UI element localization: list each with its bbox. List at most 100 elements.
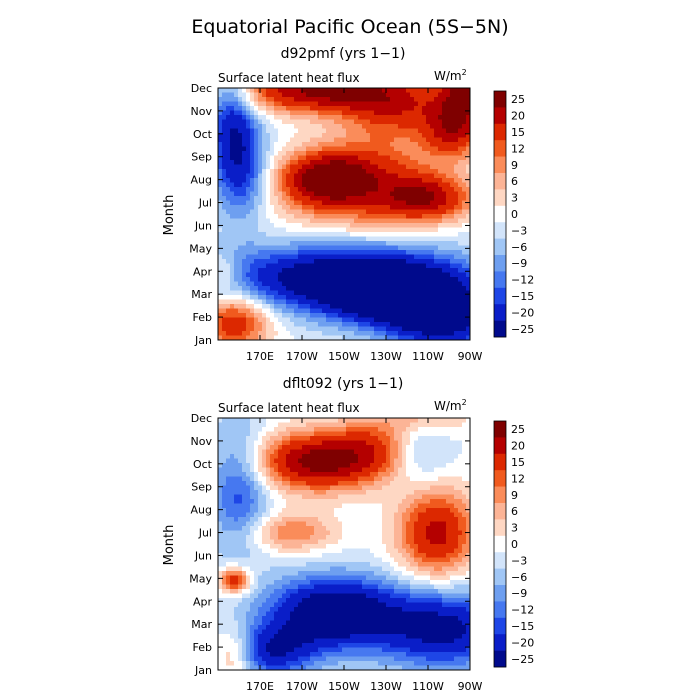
heat-cell [314,92,319,98]
heat-cell [402,458,407,464]
heat-cell [226,232,231,237]
heat-cell [438,97,443,102]
heat-cell [234,232,239,237]
heat-cell [430,286,435,291]
heat-cell [318,164,323,170]
heat-cell [454,427,459,432]
heat-cell [354,499,359,504]
heat-cell [294,236,299,242]
heat-cell [438,142,443,147]
heat-cell [350,322,355,327]
heat-cell [378,200,383,206]
heat-cell [310,115,315,120]
heat-cell [250,142,255,147]
heat-cell [378,277,383,282]
heat-cell [246,335,251,341]
heat-cell [282,250,287,255]
heat-cell [242,508,247,513]
heat-cell [330,449,335,455]
heat-cell [402,250,407,255]
heat-cell [302,299,307,305]
heat-cell [230,436,235,441]
heat-cell [342,485,347,491]
heat-cell [306,133,311,138]
heat-cell [434,245,439,251]
heat-cell [250,178,255,183]
heat-cell [310,205,315,210]
heat-cell [414,227,419,233]
heat-cell [262,472,267,477]
heat-cell [302,335,307,341]
heat-cell [446,467,451,473]
heat-cell [438,422,443,428]
heat-cell [226,218,231,224]
heat-cell [466,431,471,437]
heat-cell [286,512,291,518]
heat-cell [278,205,283,210]
heat-cell [350,115,355,120]
heat-cell [366,223,371,228]
heat-cell [418,106,423,111]
heat-cell [446,214,451,219]
heat-cell [254,454,259,459]
heat-cell [378,503,383,509]
heat-cell [314,427,319,432]
y-tick-label: Apr [193,265,213,278]
heat-cell [326,445,331,450]
heat-cell [294,115,299,120]
heat-cell [274,250,279,255]
heat-cell [226,182,231,188]
heat-cell [358,223,363,228]
heat-cell [466,115,471,120]
heat-cell [250,422,255,428]
heat-cell [258,308,263,314]
heat-cell [350,146,355,152]
heat-cell [438,317,443,323]
colorbar-swatch [494,238,506,256]
heat-cell [298,200,303,206]
heat-cell [230,322,235,327]
heat-cell [254,485,259,491]
heat-cell [466,160,471,165]
heat-cell [426,449,431,455]
heat-cell [418,494,423,500]
heat-cell [398,137,403,143]
heat-cell [422,250,427,255]
heat-cell [238,418,243,423]
heat-cell [222,422,227,428]
heat-cell [286,286,291,291]
heat-cell [394,182,399,188]
heat-cell [402,205,407,210]
heat-cell [338,494,343,500]
heat-cell [362,191,367,197]
heat-cell [222,503,227,509]
heat-cell [462,335,467,341]
heat-cell [386,494,391,500]
heat-cell [334,422,339,428]
heat-cell [430,137,435,143]
heat-cell [454,214,459,219]
heat-cell [222,476,227,482]
heat-cell [422,187,427,192]
heat-cell [366,169,371,174]
heat-cell [430,119,435,125]
heat-cell [234,200,239,206]
heat-cell [218,128,223,134]
heat-cell [234,115,239,120]
heat-cell [350,187,355,192]
heat-cell [342,160,347,165]
heat-cell [286,254,291,260]
heat-cell [318,227,323,233]
heat-cell [342,317,347,323]
heat-cell [366,313,371,318]
heat-cell [406,155,411,161]
heat-cell [234,481,239,486]
heat-cell [318,155,323,161]
heat-cell [270,490,275,495]
heat-cell [450,169,455,174]
heat-cell [362,160,367,165]
heat-cell [458,205,463,210]
heat-cell [374,508,379,513]
heat-cell [322,512,327,518]
heat-cell [234,173,239,179]
